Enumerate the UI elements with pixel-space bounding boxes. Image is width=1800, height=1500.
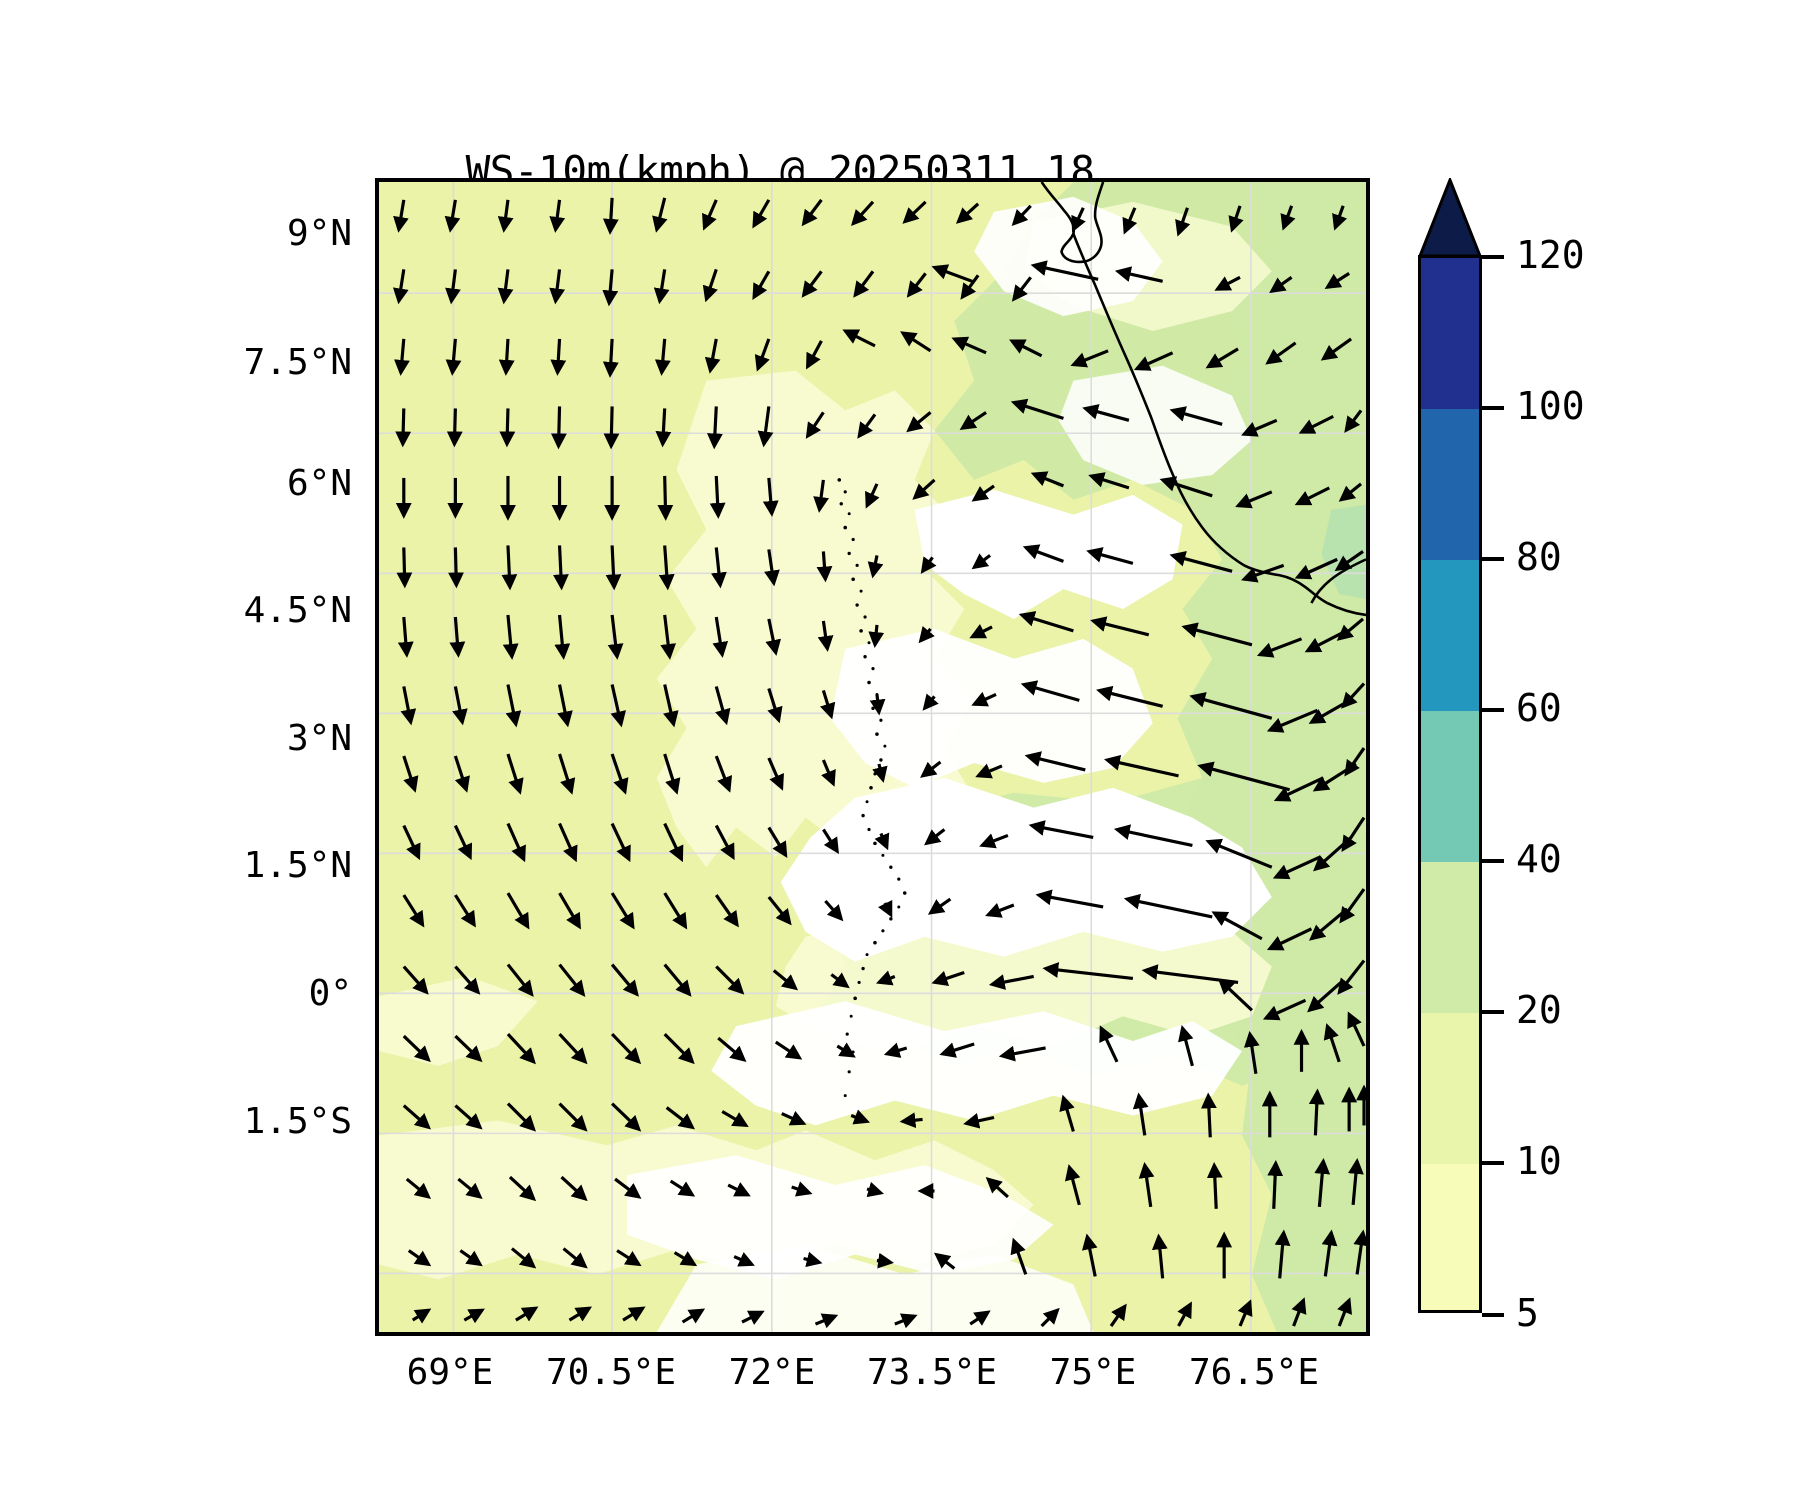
colorbar-segment-5-10 [1421, 1164, 1479, 1310]
ytick-label-1-5s: 1.5°S [243, 1101, 352, 1142]
xtick-label-75e: 75°E [1049, 1352, 1137, 1393]
colorbar-label-120: 120 [1516, 233, 1585, 277]
colorbar-tick-40 [1482, 859, 1504, 863]
colorbar-label-60: 60 [1516, 686, 1562, 730]
xtick-label-70-5e: 70.5°E [545, 1352, 677, 1393]
colorbar-label-40: 40 [1516, 837, 1562, 881]
colorbar-label-10: 10 [1516, 1139, 1562, 1183]
ytick-label-1-5n: 1.5°N [243, 845, 352, 886]
colorbar-tick-80 [1482, 557, 1504, 561]
colorbar-tick-10 [1482, 1161, 1504, 1165]
ytick-label-9n: 9°N [286, 213, 352, 254]
colorbar-label-5: 5 [1516, 1291, 1539, 1335]
map-axes[interactable] [375, 178, 1370, 1336]
coastline-overlay [837, 182, 1366, 1098]
colorbar-label-80: 80 [1516, 535, 1562, 579]
colorbar-tick-5 [1482, 1313, 1504, 1317]
xtick-label-76-5e: 76.5°E [1188, 1352, 1320, 1393]
ytick-label-0: 0° [308, 973, 352, 1014]
xtick-label-73-5e: 73.5°E [866, 1352, 998, 1393]
colorbar-tick-120 [1482, 255, 1504, 259]
ytick-label-7-5n: 7.5°N [243, 342, 352, 383]
ytick-label-4-5n: 4.5°N [243, 590, 352, 631]
colorbar-tick-60 [1482, 708, 1504, 712]
colorbar-extend-arrow-icon [1418, 178, 1482, 258]
ytick-label-6n: 6°N [286, 463, 352, 504]
colorbar-gradient [1418, 255, 1482, 1313]
colorbar-segment-20-40 [1421, 862, 1479, 1013]
colorbar-tick-100 [1482, 406, 1504, 410]
xtick-label-72e: 72°E [728, 1352, 816, 1393]
colorbar-label-100: 100 [1516, 384, 1585, 428]
colorbar-segment-80-100 [1421, 409, 1479, 560]
xtick-label-69e: 69°E [406, 1352, 494, 1393]
colorbar-segment-60-80 [1421, 560, 1479, 711]
colorbar-segment-40-60 [1421, 711, 1479, 862]
wind-vector-arrows [392, 197, 1366, 1329]
windspeed-contour-field [379, 182, 1366, 1332]
colorbar-segment-100-120 [1421, 258, 1479, 409]
ytick-label-3n: 3°N [286, 718, 352, 759]
colorbar-tick-20 [1482, 1010, 1504, 1014]
map-plot-area [379, 182, 1366, 1332]
colorbar-label-20: 20 [1516, 988, 1562, 1032]
colorbar[interactable]: 120 100 80 60 40 20 10 5 [1418, 178, 1585, 1335]
colorbar-segment-10-20 [1421, 1013, 1479, 1164]
